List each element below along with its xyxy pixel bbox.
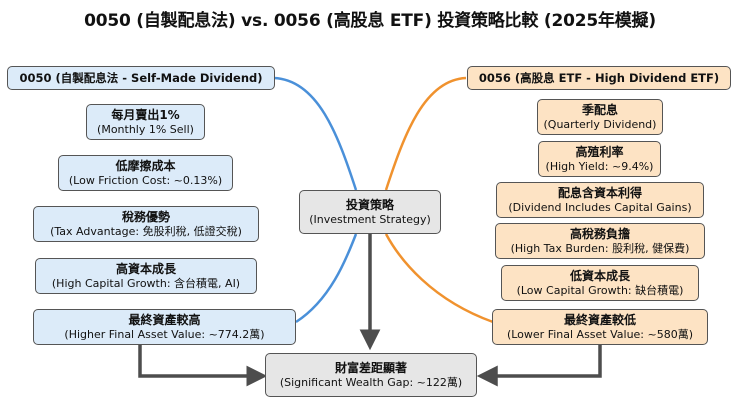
right-item-subtitle: (Dividend Includes Capital Gains): [508, 200, 692, 214]
left-item-monthly-sell: 每月賣出1% (Monthly 1% Sell): [86, 104, 205, 140]
wealth-gap-box: 財富差距顯著 (Significant Wealth Gap: ~122萬): [265, 353, 477, 397]
left-header-label: 0050 (自製配息法 - Self-Made Dividend): [19, 70, 263, 85]
left-item-title: 稅務優勢: [121, 209, 170, 224]
left-elbow-arrow: [138, 343, 268, 387]
right-item-title: 季配息: [581, 102, 618, 117]
left-item-subtitle: (High Capital Growth: 含台積電, AI): [51, 276, 241, 290]
right-item-capital-gains: 配息含資本利得 (Dividend Includes Capital Gains…: [496, 182, 704, 218]
center-strategy-box: 投資策略 (Investment Strategy): [299, 190, 441, 234]
right-item-quarterly: 季配息 (Quarterly Dividend): [537, 99, 663, 135]
left-item-title: 每月賣出1%: [111, 107, 180, 122]
diagram-title: 0050 (自製配息法) vs. 0056 (高股息 ETF) 投資策略比較 (…: [84, 11, 656, 31]
left-item-title: 高資本成長: [115, 261, 176, 276]
left-item-subtitle: (Low Friction Cost: ~0.13%): [68, 173, 223, 187]
right-item-subtitle: (Quarterly Dividend): [543, 117, 657, 131]
right-item-title: 配息含資本利得: [557, 185, 642, 200]
right-item-low-growth: 低資本成長 (Low Capital Growth: 缺台積電): [501, 265, 699, 301]
right-item-title: 低資本成長: [569, 268, 630, 283]
right-item-title: 高稅務負擔: [569, 226, 630, 241]
right-connector-top: [384, 76, 467, 191]
right-connector-bottom: [384, 233, 494, 324]
left-item-title: 最終資產較高: [128, 312, 201, 327]
right-item-subtitle: (Low Capital Growth: 缺台積電): [516, 283, 684, 297]
left-item-low-friction: 低摩擦成本 (Low Friction Cost: ~0.13%): [58, 155, 233, 191]
left-item-tax-advantage: 稅務優勢 (Tax Advantage: 免股利稅, 低證交稅): [33, 206, 259, 242]
wealth-gap-title: 財富差距顯著: [334, 360, 407, 375]
left-item-subtitle: (Tax Advantage: 免股利稅, 低證交稅): [50, 224, 242, 238]
right-item-title: 最終資產較低: [563, 312, 636, 327]
left-connector-top: [273, 76, 358, 191]
right-item-subtitle: (High Yield: ~9.4%): [545, 159, 654, 173]
right-elbow-arrow: [476, 343, 602, 387]
right-item-final-asset: 最終資產較低 (Lower Final Asset Value: ~580萬): [492, 309, 708, 345]
center-subtitle: (Investment Strategy): [309, 212, 431, 226]
right-item-subtitle: (Lower Final Asset Value: ~580萬): [506, 327, 694, 341]
left-item-final-asset: 最終資產較高 (Higher Final Asset Value: ~774.2…: [33, 309, 296, 345]
right-item-title: 高殖利率: [575, 144, 624, 159]
right-item-subtitle: (High Tax Burden: 股利稅, 健保費): [510, 241, 690, 255]
wealth-gap-subtitle: (Significant Wealth Gap: ~122萬): [279, 375, 463, 389]
right-item-high-yield: 高殖利率 (High Yield: ~9.4%): [538, 141, 661, 177]
right-item-tax-burden: 高稅務負擔 (High Tax Burden: 股利稅, 健保費): [495, 223, 705, 259]
left-connector-bottom: [295, 233, 358, 324]
left-item-title: 低摩擦成本: [115, 158, 176, 173]
center-title: 投資策略: [345, 197, 394, 212]
left-item-subtitle: (Higher Final Asset Value: ~774.2萬): [64, 327, 265, 341]
right-header-label: 0056 (高股息 ETF - High Dividend ETF): [478, 70, 720, 85]
left-header-box: 0050 (自製配息法 - Self-Made Dividend): [7, 66, 275, 90]
left-item-capital-growth: 高資本成長 (High Capital Growth: 含台積電, AI): [35, 258, 257, 294]
left-item-subtitle: (Monthly 1% Sell): [97, 122, 194, 136]
right-header-box: 0056 (高股息 ETF - High Dividend ETF): [467, 66, 731, 90]
